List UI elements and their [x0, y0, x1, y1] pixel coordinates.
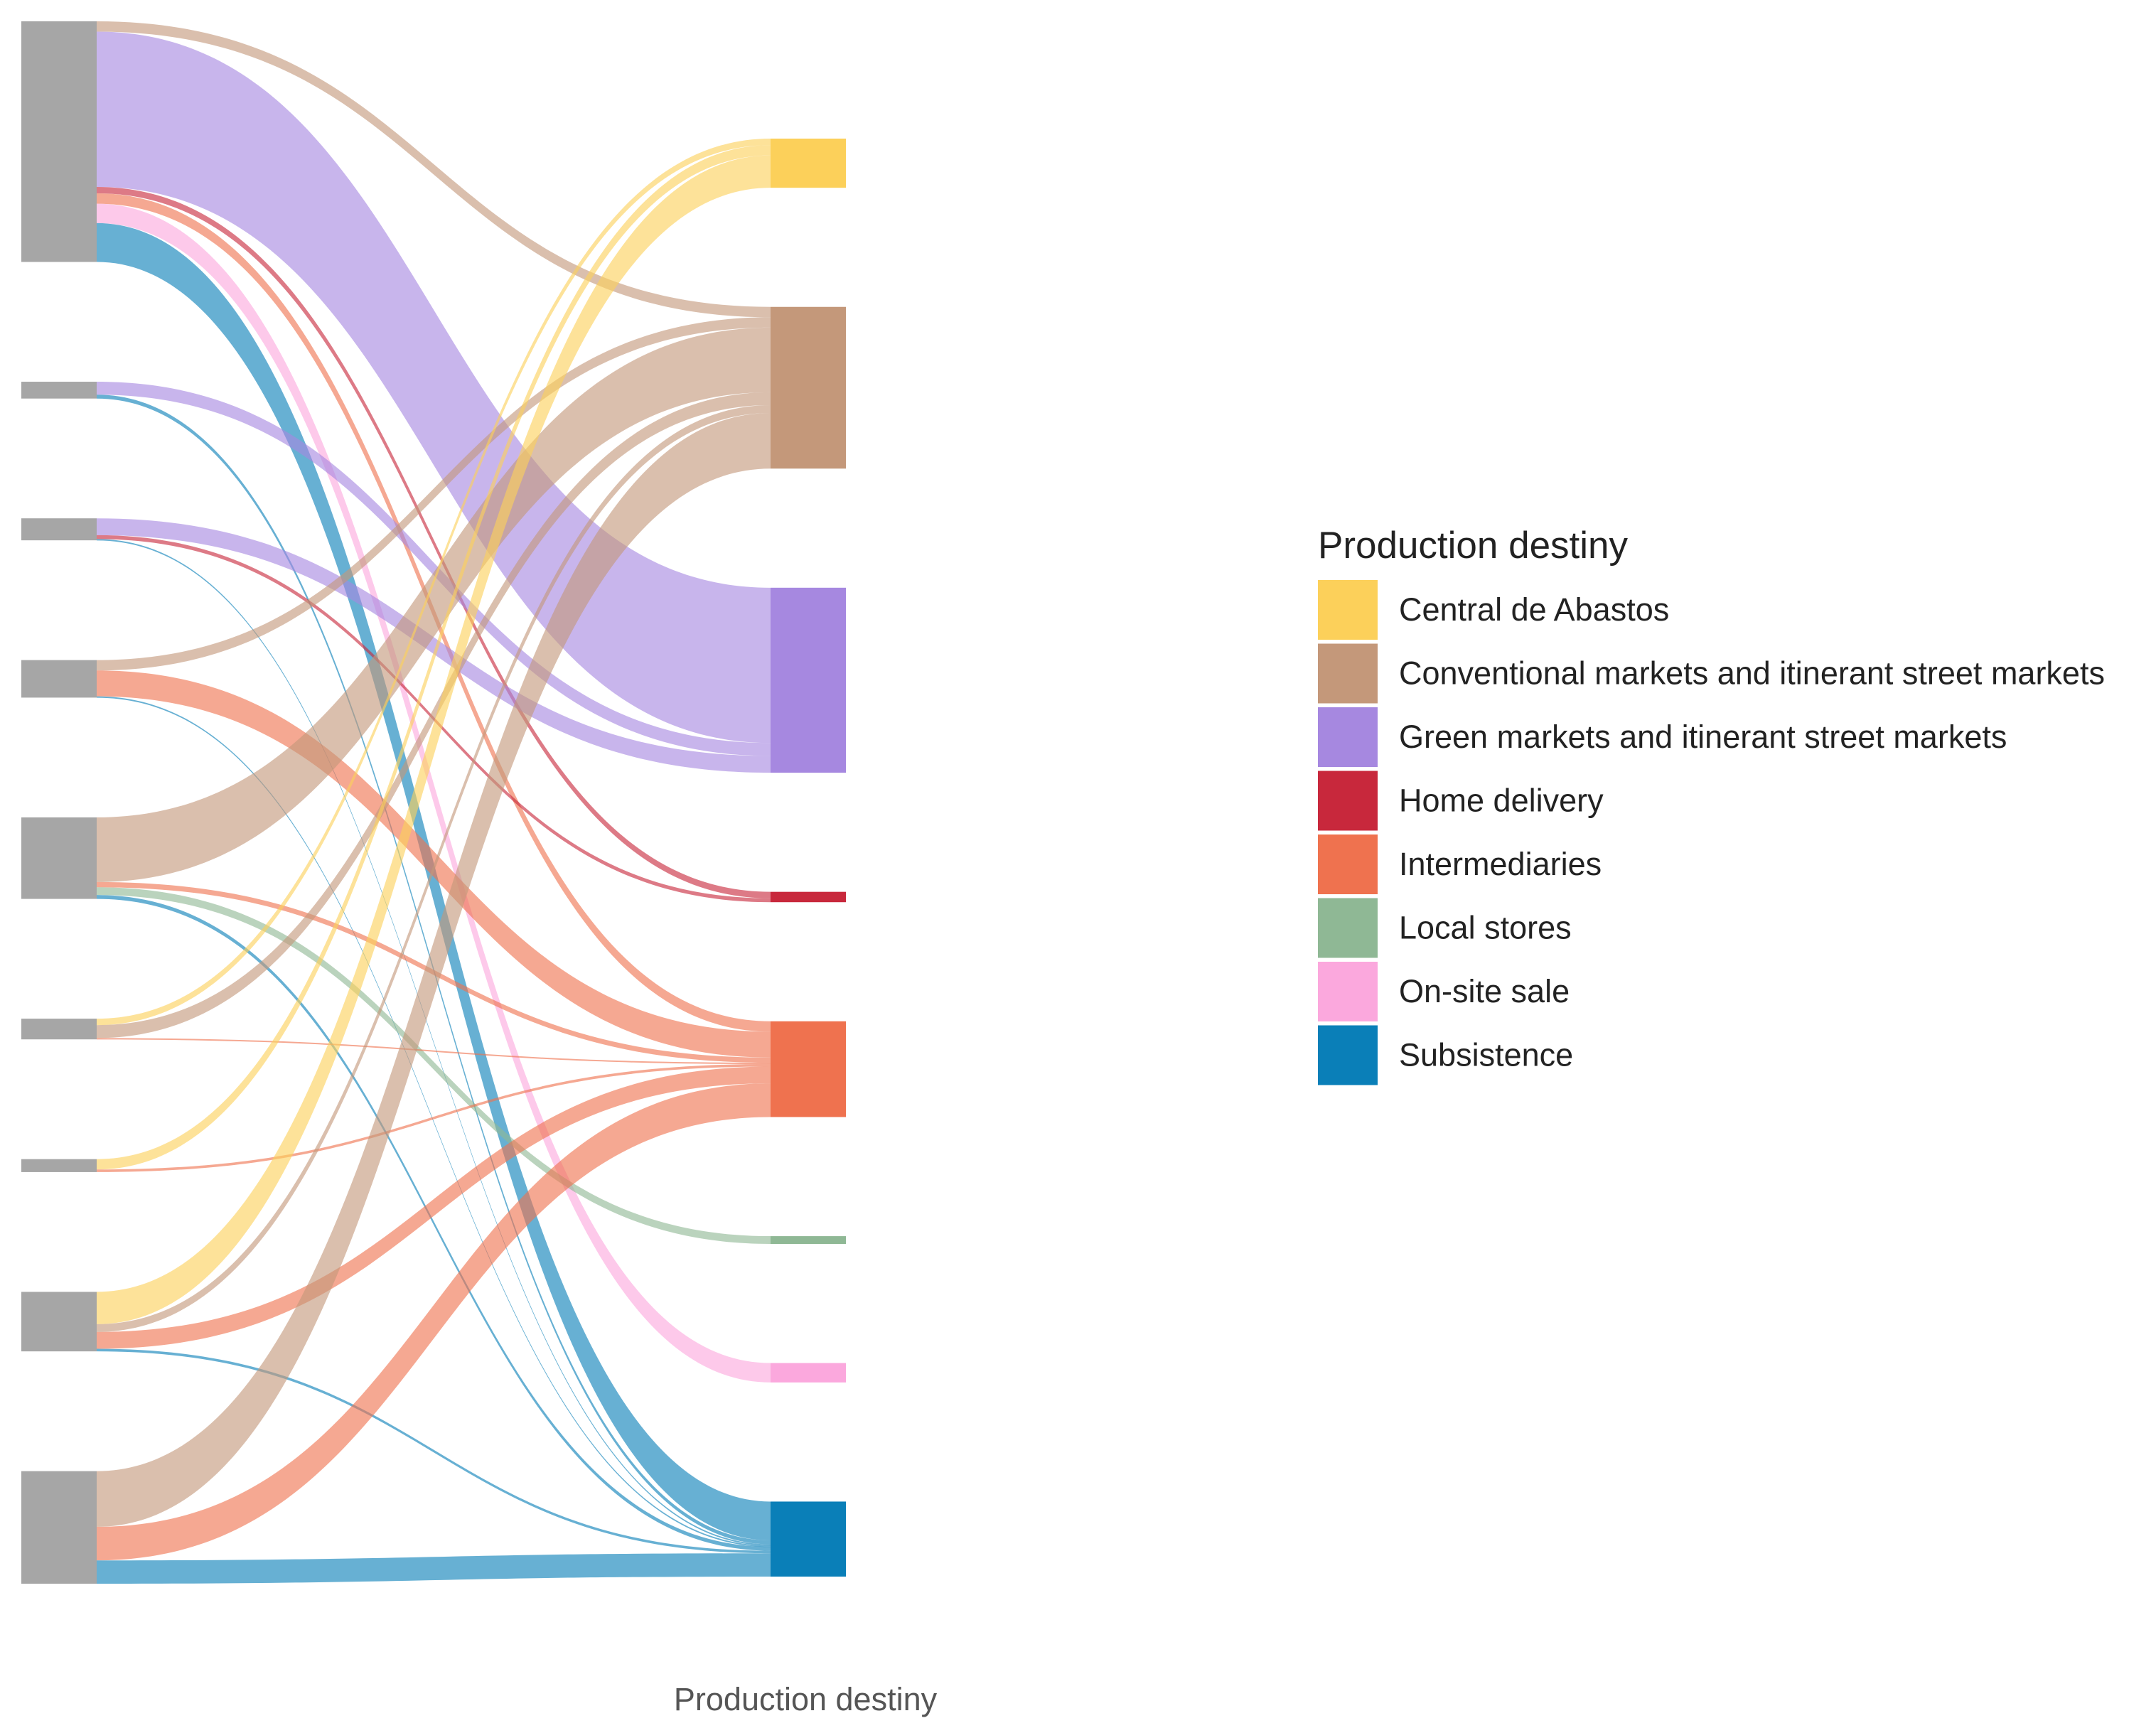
target-node-green-markets-and-itinerant-street-markets — [771, 587, 846, 773]
source-node-4 — [21, 817, 97, 899]
target-node-local-stores — [771, 1236, 846, 1244]
flow-8-subsistence — [97, 1553, 771, 1584]
flow-4-local-stores — [97, 887, 771, 1244]
legend-swatch — [1318, 962, 1378, 1021]
legend-label: Local stores — [1399, 910, 1572, 946]
legend-item: On-site sale — [1318, 962, 1570, 1021]
legend-swatch — [1318, 1025, 1378, 1085]
legend-items: Central de Abastos Conventional markets a… — [1318, 580, 2105, 1085]
flow-8-conventional-markets-and-itinerant-street-markets — [97, 412, 771, 1527]
flow-8-intermediaries — [97, 1083, 771, 1561]
flow-2-green-markets-and-itinerant-street-markets — [97, 518, 771, 773]
source-node-0 — [21, 21, 97, 262]
flow-5-central-de-abastos — [97, 139, 771, 1026]
legend-label: Conventional markets and itinerant stree… — [1399, 655, 2105, 692]
source-node-2 — [21, 518, 97, 541]
flow-4-subsistence — [97, 895, 771, 1551]
target-node-intermediaries — [771, 1021, 846, 1117]
flow-5-conventional-markets-and-itinerant-street-markets — [97, 392, 771, 1039]
source-node-3 — [21, 660, 97, 698]
legend-item: Subsistence — [1318, 1025, 1573, 1085]
legend-swatch — [1318, 707, 1378, 767]
flow-1-green-markets-and-itinerant-street-markets — [97, 382, 771, 756]
legend-item: Conventional markets and itinerant stree… — [1318, 643, 2105, 704]
flow-7-intermediaries — [97, 1066, 771, 1349]
flow-6-intermediaries — [97, 1063, 771, 1172]
flow-7-central-de-abastos — [97, 155, 771, 1324]
flow-6-central-de-abastos — [97, 145, 771, 1170]
source-node-7 — [21, 1292, 97, 1352]
legend-swatch — [1318, 898, 1378, 958]
flow-7-subsistence — [97, 1348, 771, 1554]
target-node-home-delivery — [771, 891, 846, 903]
flow-7-conventional-markets-and-itinerant-street-markets — [97, 405, 771, 1332]
flow-3-conventional-markets-and-itinerant-street-markets — [97, 317, 771, 671]
source-node-8 — [21, 1471, 97, 1584]
legend-item: Local stores — [1318, 898, 1572, 958]
legend-label: Green markets and itinerant street marke… — [1399, 719, 2007, 755]
legend-label: Subsistence — [1399, 1037, 1573, 1073]
x-axis-title: Production destiny — [674, 1681, 938, 1717]
legend-swatch — [1318, 580, 1378, 640]
legend-item: Green markets and itinerant street marke… — [1318, 707, 2007, 767]
legend-item: Home delivery — [1318, 771, 1604, 831]
legend-label: On-site sale — [1399, 973, 1570, 1009]
source-node-layer — [21, 21, 97, 1584]
flow-0-conventional-markets-and-itinerant-street-markets — [97, 21, 771, 318]
flow-0-subsistence — [97, 222, 771, 1541]
legend-swatch — [1318, 643, 1378, 704]
flow-5-intermediaries — [97, 1038, 771, 1065]
legend: Production destiny Central de Abastos Con… — [1318, 525, 2105, 1085]
target-node-subsistence — [771, 1501, 846, 1577]
legend-label: Intermediaries — [1399, 846, 1602, 882]
source-node-1 — [21, 382, 97, 399]
target-node-conventional-markets-and-itinerant-street-markets — [771, 306, 846, 469]
flow-4-conventional-markets-and-itinerant-street-markets — [97, 327, 771, 882]
flow-2-subsistence — [97, 539, 771, 1546]
target-node-on-site-sale — [771, 1363, 846, 1383]
source-node-6 — [21, 1159, 97, 1172]
legend-swatch — [1318, 835, 1378, 894]
flow-0-on-site-sale — [97, 203, 771, 1383]
flow-3-intermediaries — [97, 670, 771, 1058]
legend-swatch — [1318, 771, 1378, 831]
flow-layer — [97, 21, 771, 1584]
target-node-layer — [771, 139, 846, 1577]
legend-label: Home delivery — [1399, 783, 1604, 819]
legend-item: Central de Abastos — [1318, 580, 1669, 640]
legend-title: Production destiny — [1318, 525, 1629, 567]
target-node-central-de-abastos — [771, 139, 846, 188]
legend-item: Intermediaries — [1318, 835, 1602, 894]
flow-0-home-delivery — [97, 186, 771, 898]
flow-3-subsistence — [97, 696, 771, 1547]
legend-label: Central de Abastos — [1399, 591, 1669, 628]
source-node-5 — [21, 1019, 97, 1040]
